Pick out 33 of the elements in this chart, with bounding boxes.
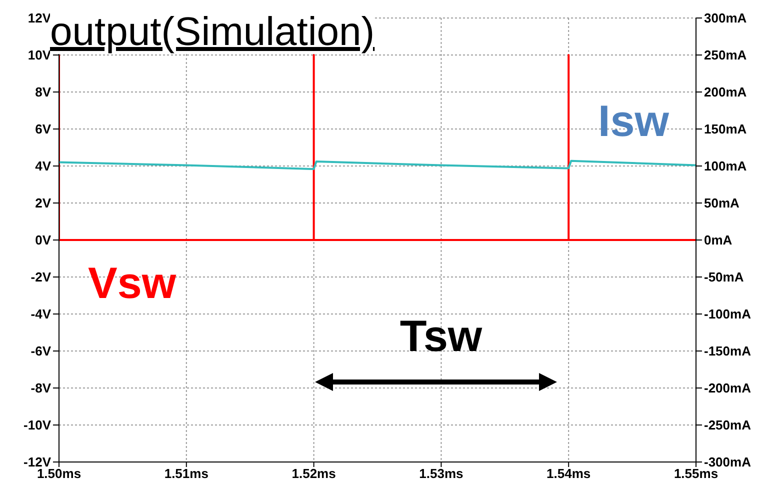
y-tick-label: -10V bbox=[24, 418, 52, 433]
x-tick-label: 1.54ms bbox=[546, 466, 591, 482]
y-tick-label: 12V bbox=[28, 10, 52, 26]
y2-tick-label: 300mA bbox=[704, 10, 748, 26]
y2-tick-label: 250mA bbox=[704, 48, 748, 63]
y-tick-label: 0V bbox=[35, 232, 52, 248]
chart-title: output(Simulation) bbox=[50, 10, 375, 54]
y-tick-label: 6V bbox=[35, 122, 52, 137]
line-series bbox=[59, 160, 696, 170]
series-label: Isw bbox=[598, 97, 669, 146]
y-tick-label: 2V bbox=[35, 196, 52, 211]
y-tick-label: 4V bbox=[35, 158, 52, 174]
y2-tick-label: -250mA bbox=[704, 418, 752, 433]
y-tick-label: -6V bbox=[30, 344, 52, 359]
y2-tick-label: -150mA bbox=[704, 344, 752, 359]
x-tick-label: 1.52ms bbox=[292, 466, 336, 482]
y2-tick-label: -100mA bbox=[704, 306, 752, 322]
y2-tick-label: 50mA bbox=[704, 196, 740, 211]
y-tick-label: -2V bbox=[30, 270, 52, 285]
annotation: Tsw bbox=[398, 312, 484, 361]
y2-tick-label: -50mA bbox=[704, 270, 744, 285]
series-label: Vsw bbox=[88, 259, 176, 308]
y-tick-label: 8V bbox=[35, 84, 52, 100]
y-tick-label: 10V bbox=[28, 48, 52, 63]
y-tick-label: -4V bbox=[30, 306, 52, 322]
y2-tick-label: 0mA bbox=[704, 232, 733, 248]
y2-tick-label: 150mA bbox=[704, 122, 748, 137]
y-tick-label: -8V bbox=[30, 380, 52, 396]
x-tick-label: 1.53ms bbox=[419, 466, 464, 482]
x-tick-label: 1.51ms bbox=[164, 466, 208, 482]
y2-tick-label: 200mA bbox=[704, 84, 748, 100]
y2-tick-label: 100mA bbox=[704, 158, 748, 174]
y2-tick-label: -200mA bbox=[704, 380, 752, 396]
